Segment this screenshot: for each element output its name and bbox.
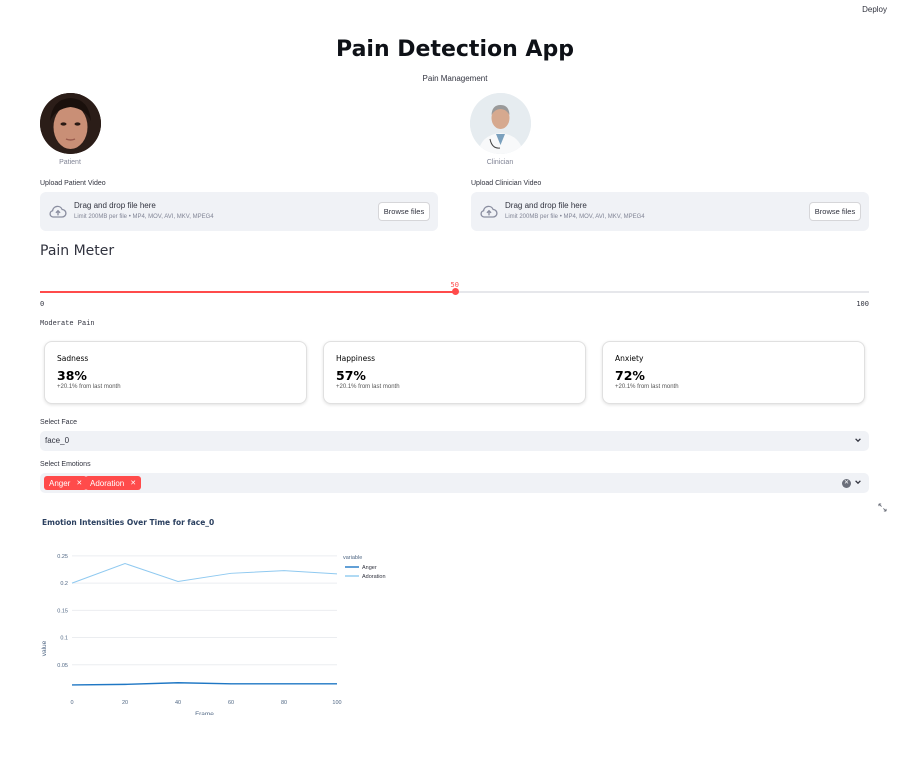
- select-emotions-multiselect[interactable]: Anger ✕ Adoration ✕ ✕: [40, 473, 869, 493]
- y-tick-label: 0.05: [57, 663, 68, 669]
- metric-label: Anxiety: [615, 354, 644, 363]
- metric-delta: +20.1% from last month: [57, 384, 121, 390]
- cloud-upload-icon: [480, 205, 498, 218]
- x-tick-label: 60: [228, 700, 234, 706]
- chevron-down-icon: [855, 438, 861, 443]
- tag-label: Adoration: [90, 478, 125, 488]
- chevron-down-icon[interactable]: [854, 478, 862, 486]
- metric-value: 38%: [57, 368, 87, 383]
- y-tick-label: 0.2: [60, 581, 68, 587]
- remove-tag-icon[interactable]: ✕: [76, 480, 83, 487]
- tag-label: Anger: [49, 478, 71, 488]
- y-tick-label: 0.15: [57, 608, 68, 614]
- metric-delta: +20.1% from last month: [615, 384, 679, 390]
- y-tick-label: 0.1: [60, 636, 68, 642]
- emotion-tag-adoration[interactable]: Adoration ✕: [85, 476, 142, 490]
- metric-value: 57%: [336, 368, 366, 383]
- pain-meter-heading: Pain Meter: [40, 243, 115, 259]
- cloud-upload-icon: [49, 205, 67, 218]
- select-face-value: face_0: [45, 436, 70, 445]
- select-face-dropdown[interactable]: face_0: [40, 431, 869, 451]
- legend-entry: Adoration: [362, 574, 386, 580]
- remove-tag-icon[interactable]: ✕: [130, 480, 137, 487]
- metric-label: Sadness: [57, 354, 89, 363]
- legend-title: variable: [343, 555, 362, 561]
- chart-title: Emotion Intensities Over Time for face_0: [42, 518, 215, 527]
- metric-value: 72%: [615, 368, 645, 383]
- deploy-button[interactable]: Deploy: [862, 5, 887, 14]
- x-tick-label: 100: [332, 700, 341, 706]
- clinician-dropzone[interactable]: Drag and drop file here Limit 200MB per …: [471, 192, 869, 231]
- pain-status-text: Moderate Pain: [40, 320, 95, 328]
- clinician-caption: Clinician: [486, 159, 514, 166]
- emotion-line-chart: 0.05 0.1 0.15 0.2 0.25 0 20 40 60 80 100 Frame value…: [41, 554, 386, 715]
- patient-browse-button[interactable]: Browse files: [378, 202, 430, 221]
- metric-delta: +20.1% from last month: [336, 384, 400, 390]
- select-emotions-label: Select Emotions: [40, 461, 91, 468]
- patient-caption: Patient: [59, 159, 81, 166]
- page-subtitle: Pain Management: [422, 74, 488, 83]
- legend-entry: Anger: [362, 565, 377, 571]
- patient-drop-text: Drag and drop file here: [74, 201, 156, 210]
- clinician-browse-button[interactable]: Browse files: [809, 202, 861, 221]
- patient-limit-text: Limit 200MB per file • MP4, MOV, AVI, MK…: [74, 214, 214, 220]
- clinician-avatar: [470, 93, 531, 154]
- metric-label: Happiness: [336, 354, 376, 363]
- emotion-tag-anger[interactable]: Anger ✕: [44, 476, 88, 490]
- x-tick-label: 0: [70, 700, 73, 706]
- select-face-label: Select Face: [40, 419, 77, 426]
- slider-fill: [40, 291, 455, 293]
- clinician-drop-text: Drag and drop file here: [505, 201, 587, 210]
- x-axis-label: Frame: [195, 711, 214, 715]
- metric-card-happiness: Happiness 57% +20.1% from last month: [323, 341, 586, 404]
- x-tick-label: 20: [122, 700, 128, 706]
- metric-card-anxiety: Anxiety 72% +20.1% from last month: [602, 341, 865, 404]
- fullscreen-icon[interactable]: [878, 503, 887, 512]
- pain-slider[interactable]: [40, 288, 869, 295]
- clinician-limit-text: Limit 200MB per file • MP4, MOV, AVI, MK…: [505, 214, 645, 220]
- slider-value: 50: [450, 281, 459, 289]
- patient-avatar: [40, 93, 101, 154]
- y-axis-label: value: [41, 640, 48, 656]
- series-line-anger: [71, 682, 337, 686]
- metric-card-sadness: Sadness 38% +20.1% from last month: [44, 341, 307, 404]
- patient-dropzone[interactable]: Drag and drop file here Limit 200MB per …: [40, 192, 438, 231]
- slider-max-label: 100: [856, 300, 869, 308]
- x-tick-label: 80: [281, 700, 287, 706]
- patient-upload-label: Upload Patient Video: [40, 180, 106, 187]
- clinician-upload-label: Upload Clinician Video: [471, 180, 542, 187]
- x-tick-label: 40: [175, 700, 181, 706]
- y-tick-label: 0.25: [57, 554, 68, 560]
- slider-thumb[interactable]: [451, 288, 459, 295]
- slider-min-label: 0: [40, 300, 45, 308]
- series-line-adoration: [71, 562, 338, 584]
- clear-all-icon[interactable]: ✕: [842, 479, 851, 488]
- page-title: Pain Detection App: [336, 37, 574, 62]
